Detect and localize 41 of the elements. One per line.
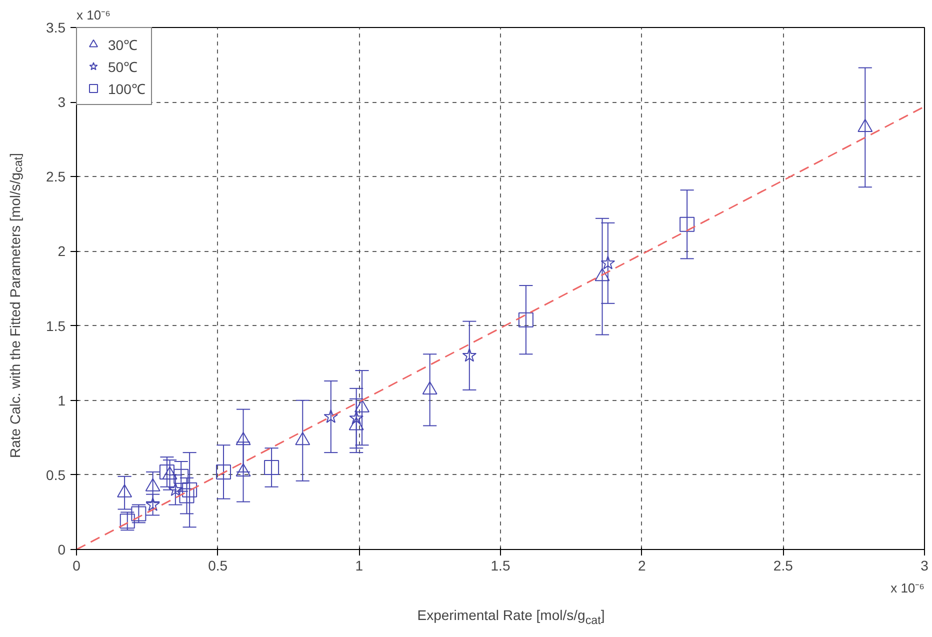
point [179,488,194,504]
point [858,118,873,132]
point [216,464,231,480]
point [348,417,364,430]
point [600,256,616,270]
y-tick-label: 3 [58,94,66,110]
y-tick-label: 2 [58,243,66,260]
y-tick-label: 2.5 [46,168,66,185]
point [168,482,183,496]
x-tick-label: 2 [638,558,646,574]
x-tick-label: 0.5 [208,558,228,574]
point [159,464,174,480]
x-tick-label: 1 [355,558,364,574]
point [264,460,280,475]
legend-label: 30℃ [108,36,138,54]
text: x 10⁻⁶ [890,580,925,596]
point [295,432,310,446]
x-tick-label: 2.5 [773,558,794,574]
x-axis-title: Experimental Rate [mol/s/g$_{cat}$] [417,606,605,629]
point [324,409,338,423]
text: x 10⁻⁶ [76,8,110,22]
y-tick-label: 0 [58,542,66,558]
point [354,399,370,412]
legend-label: 50℃ [108,58,138,76]
point [182,482,198,498]
y-tick-label: 1.5 [46,318,66,334]
y-tick-label: 3.5 [46,20,66,36]
point [146,497,160,511]
point [174,468,189,484]
legend-label: 100℃ [108,80,146,98]
x-tick-label: 0 [72,558,81,574]
point [349,410,364,424]
y-tick-label: 1 [58,392,66,408]
point [462,348,477,362]
x-tick-label: 3 [920,558,929,574]
point [518,312,534,328]
x-tick-label: 1.5 [490,558,510,574]
point [594,268,610,282]
point [236,432,251,446]
point [422,381,438,394]
y-tick-label: 0.5 [46,466,66,483]
